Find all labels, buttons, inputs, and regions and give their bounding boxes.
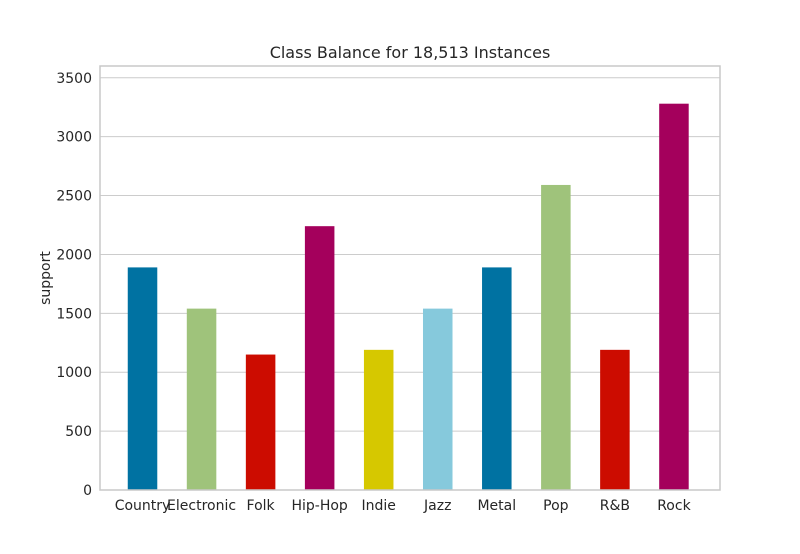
y-tick-label: 1500 <box>56 306 92 322</box>
x-tick-label: Indie <box>362 498 396 514</box>
bar-rock <box>659 103 689 490</box>
bars <box>127 103 689 490</box>
x-tick-label: Pop <box>543 498 569 514</box>
y-axis-label: support <box>38 251 54 305</box>
bar-electronic <box>186 308 217 490</box>
x-tick-label: Hip-Hop <box>291 498 347 514</box>
y-tick-label: 1000 <box>56 365 92 381</box>
bar-folk <box>245 354 276 490</box>
y-axis-ticks: 0 500 1000 1500 2000 2500 3000 3500 <box>56 71 92 499</box>
x-tick-label: Country <box>115 498 171 514</box>
bar-country <box>127 267 158 490</box>
chart-title: Class Balance for 18,513 Instances <box>270 43 551 62</box>
bar-jazz <box>422 308 453 490</box>
bar-r-b <box>600 349 630 490</box>
y-tick-label: 500 <box>65 424 92 440</box>
x-tick-label: Electronic <box>167 498 236 514</box>
y-tick-label: 3500 <box>56 71 92 87</box>
bar-indie <box>363 349 394 490</box>
x-tick-label: R&B <box>600 498 630 514</box>
plot-frame <box>99 65 721 491</box>
bar-hip-hop <box>304 226 335 490</box>
bar-pop <box>541 184 571 490</box>
x-tick-label: Metal <box>477 498 516 514</box>
y-tick-label: 2000 <box>56 247 92 263</box>
y-tick-label: 3000 <box>56 130 92 146</box>
y-tick-label: 0 <box>83 483 92 499</box>
x-tick-label: Jazz <box>423 498 451 514</box>
bar-metal <box>482 267 512 490</box>
x-tick-label: Folk <box>247 498 276 514</box>
x-tick-label: Rock <box>657 498 691 514</box>
y-tick-label: 2500 <box>56 189 92 205</box>
